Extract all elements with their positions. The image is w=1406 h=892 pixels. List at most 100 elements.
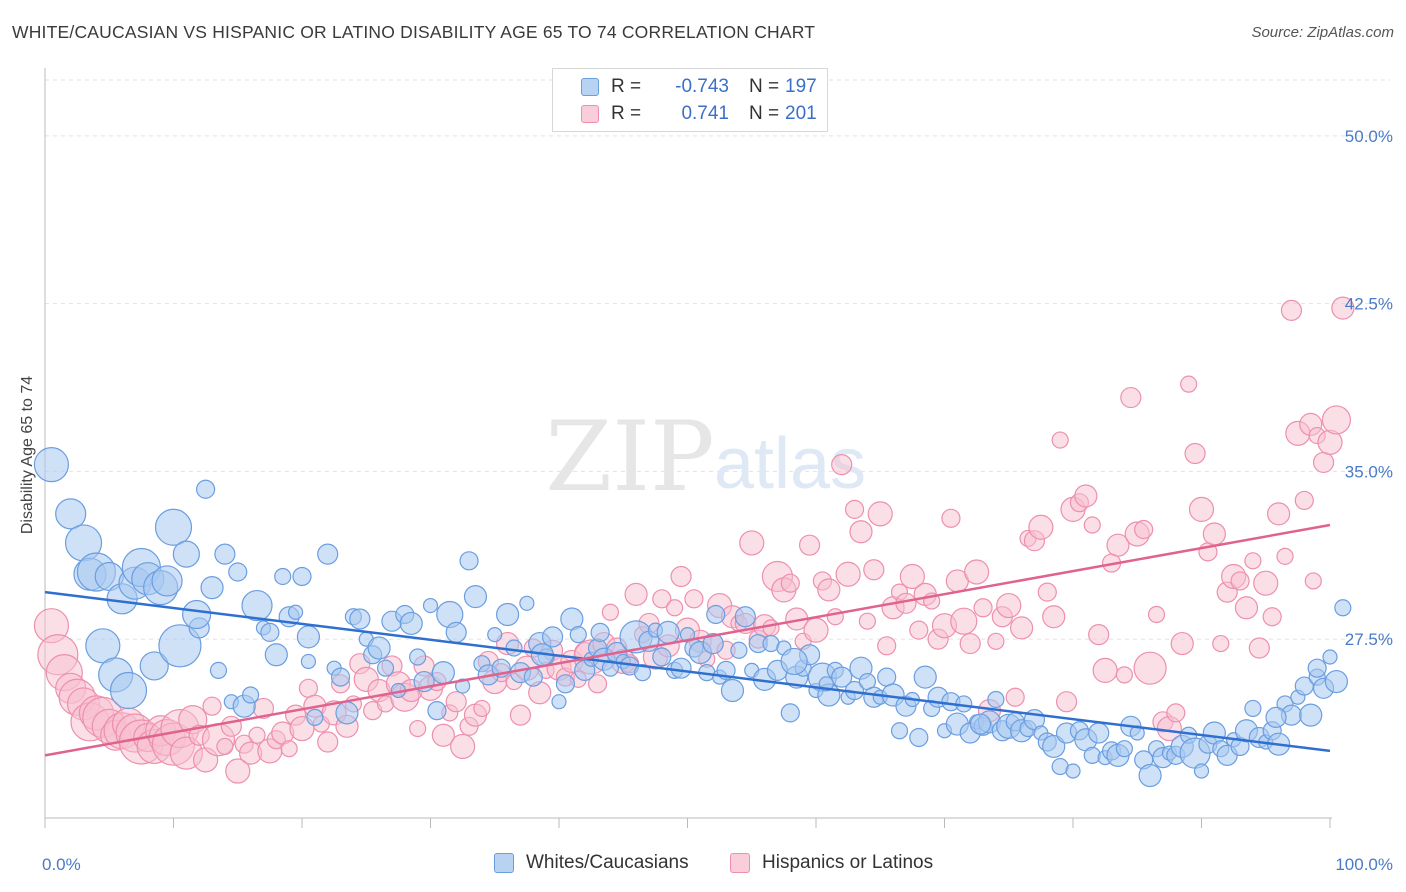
hispanic-point [624, 582, 648, 606]
white-point [1322, 649, 1338, 665]
white-point [85, 628, 121, 664]
white-point [158, 624, 202, 668]
hispanic-point [587, 674, 608, 694]
white-point [633, 664, 652, 682]
hispanic-point [996, 592, 1022, 619]
hispanic-point [1331, 296, 1355, 320]
hispanic-point [959, 632, 981, 655]
hispanic-point [1294, 490, 1314, 511]
legend-r-label: R = [611, 103, 642, 124]
hispanic-point [431, 723, 455, 747]
series-legend: Whites/Caucasians Hispanics or Latinos [0, 852, 1406, 878]
white-point [292, 566, 312, 587]
white-point [590, 622, 610, 642]
hispanic-point [684, 589, 704, 609]
white-point [55, 498, 87, 530]
gridlines [45, 79, 1390, 640]
white-point [1138, 763, 1162, 788]
hispanic-point [445, 691, 467, 713]
chart-title: WHITE/CAUCASIAN VS HISPANIC OR LATINO DI… [12, 22, 816, 42]
watermark-zip: ZIP [545, 401, 714, 513]
legend-n-label: N = [749, 76, 780, 97]
hispanic-point [826, 608, 844, 626]
white-point [409, 648, 427, 666]
hispanic-point [1005, 687, 1025, 707]
white-point [987, 690, 1005, 709]
white-point [890, 722, 909, 740]
white-point [780, 647, 808, 676]
hispanic-point [1262, 607, 1282, 627]
white-point [399, 611, 423, 636]
hispanic-point [1115, 666, 1134, 684]
white-point [241, 589, 273, 622]
white-point [1088, 722, 1110, 744]
hispanic-point [225, 758, 251, 784]
white-point [445, 621, 467, 643]
white-point [335, 701, 359, 725]
hispanic-point [987, 632, 1005, 650]
hispanic-point [1321, 405, 1352, 435]
white-point [1324, 669, 1349, 694]
hispanic-point [509, 704, 532, 726]
white-point [670, 657, 692, 679]
white-point [260, 622, 280, 642]
hispanic-point [652, 589, 672, 609]
hispanic-point [1088, 624, 1110, 646]
legend-r-value: 0.741 [681, 103, 729, 124]
hispanic-point [248, 726, 266, 744]
hispanic-point [1234, 596, 1259, 620]
hispanic-point [216, 737, 234, 756]
white-point [264, 643, 288, 667]
white-point [367, 636, 391, 660]
white-point [1115, 740, 1134, 758]
white-point [422, 597, 439, 614]
white-point [913, 665, 937, 689]
legend-swatch-blue [494, 853, 514, 873]
legend-r-value: -0.743 [675, 76, 729, 97]
hispanic-point [1133, 651, 1167, 685]
hispanic-point [780, 573, 800, 593]
trend-lines [44, 523, 1331, 757]
hispanic-point [1074, 484, 1098, 508]
hispanic-point [1083, 516, 1101, 534]
hispanic-point [666, 599, 684, 617]
white-point [151, 565, 183, 597]
hispanic-point [1028, 514, 1054, 540]
white-point [214, 543, 236, 565]
white-point [172, 540, 200, 568]
hispanic-point [1266, 502, 1291, 526]
hispanic-point [1230, 571, 1250, 591]
white-point [455, 678, 471, 694]
white-point [317, 543, 339, 565]
legend-item-hispanics[interactable]: Hispanics or Latinos [730, 852, 933, 874]
hispanic-point [762, 619, 780, 637]
white-point [487, 627, 503, 643]
white-point [459, 551, 479, 571]
series-hispanics-points [33, 296, 1355, 784]
legend-item-whites[interactable]: Whites/Caucasians [494, 852, 689, 874]
white-point [139, 651, 169, 681]
legend-n-value: 197 [785, 76, 817, 97]
white-point [296, 625, 321, 649]
watermark: ZIP atlas [545, 401, 866, 513]
white-point [196, 479, 216, 499]
hispanic-point [1202, 522, 1226, 546]
white-point [734, 606, 756, 628]
white-point [523, 667, 543, 687]
hispanic-point [1042, 605, 1066, 629]
hispanic-point [1180, 375, 1198, 393]
hispanic-point [1055, 691, 1078, 713]
legend-swatch-pink [730, 853, 750, 873]
white-point [551, 694, 567, 710]
hispanic-point [877, 636, 897, 656]
hispanic-point [1092, 657, 1118, 684]
legend-swatch-pink [581, 105, 599, 123]
y-tick-label: 35.0% [1345, 462, 1393, 481]
hispanic-point [1280, 299, 1303, 321]
white-point [300, 653, 317, 670]
white-point [109, 671, 148, 710]
hispanic-point [1166, 703, 1186, 723]
legend-n-value: 201 [785, 103, 817, 124]
white-point [706, 604, 726, 625]
